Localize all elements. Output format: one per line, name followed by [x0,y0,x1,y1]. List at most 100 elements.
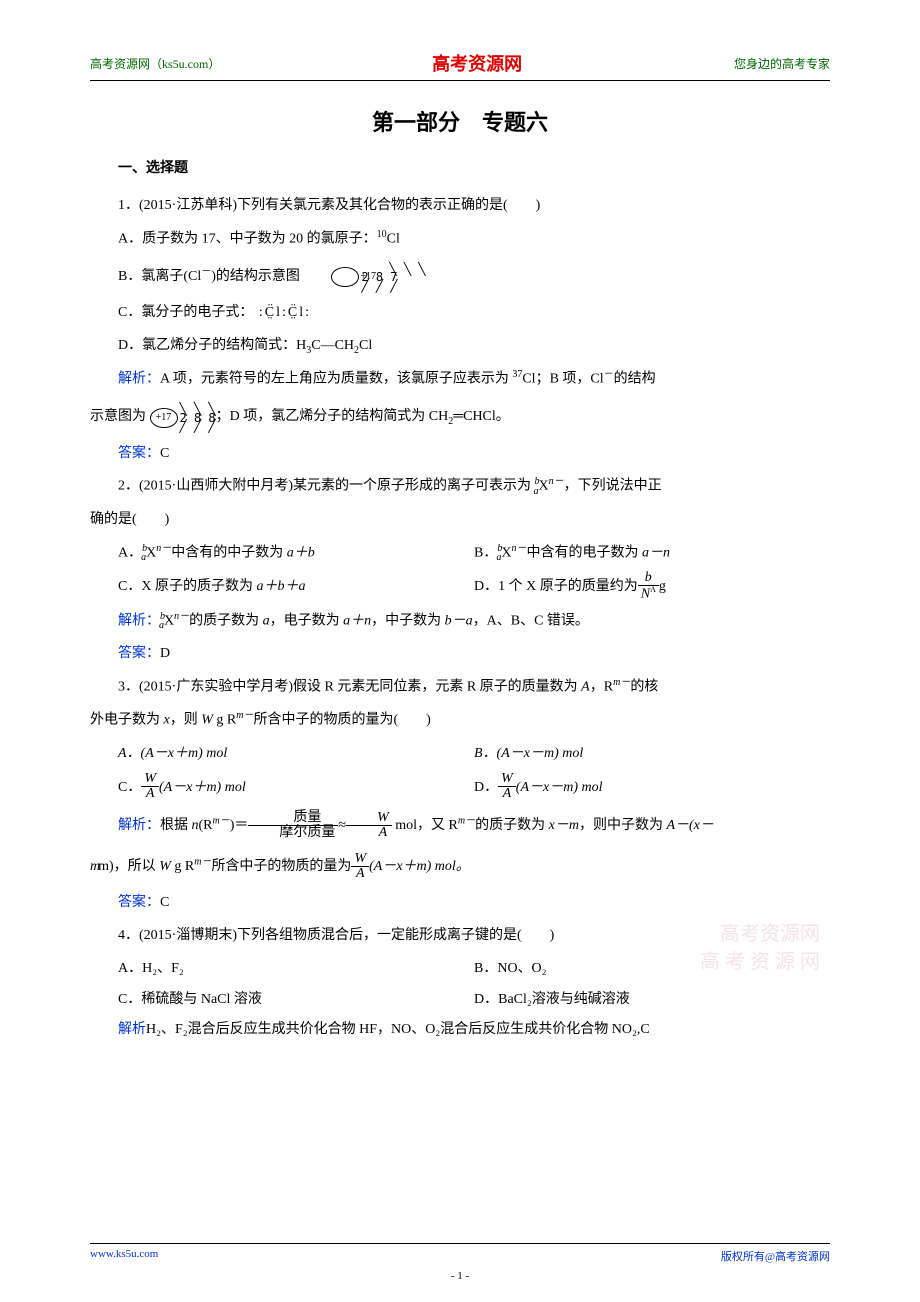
q3a-m2: m－ [458,815,475,826]
q2c-val: a＋b＋a [256,579,305,594]
atom-diagram-2: +17╲ ╲ ╲2 8 8╱ ╱ ╱ [150,400,216,434]
q3-optD: D．WA(A－x－m) mol [474,770,830,806]
shells-1-val: 2 8 7 [361,270,397,284]
q4-optD: D．BaCl₂溶液与纯碱溶液 [474,985,830,1016]
q1-ana-s1: 37 [512,369,522,380]
q3a-f1d: 摩尔质量 [248,826,338,841]
q4-row-ab: A．H₂、F₂ B．NO、O₂ [90,954,830,985]
atom-core-1: +17 [331,267,359,287]
q3a2-mid: g R [171,859,194,874]
q3a-f2n: W [346,811,392,826]
analysis-label-3: 解析： [118,818,160,833]
q3c-num: W [141,772,159,787]
analysis-label-2: 解析： [118,613,160,628]
q3-answer: 答案：C [90,888,830,919]
q2-ana-x: X [164,613,174,628]
q3a2-pre: m)，所以 [98,859,159,874]
q3-optA: A．(A－x＋m) mol [118,739,474,770]
q2-ana-end: ，A、B、C 错误。 [473,613,589,628]
q3-m: m－ [613,677,630,688]
q2-row-cd: C．X 原子的质子数为 a＋b＋a D．1 个 X 原子的质量约为bNAg [90,569,830,605]
q2d-den-s: A [650,585,656,594]
q2-analysis: 解析：baXn－的质子数为 a，电子数为 a＋n，中子数为 b－a，A、B、C … [90,606,830,637]
q2-ana-bma: b－a [445,613,473,628]
q2d-pre: D．1 个 X 原子的质量约为 [474,579,638,594]
q2d-den: NA [638,586,659,603]
answer-label-2: 答案： [118,646,160,661]
q1-ana2-m2: CHCl。 [463,409,510,424]
answer-val-2: D [160,646,170,661]
q1-optA: A．质子数为 17、中子数为 20 的氯原子：10Cl [90,224,830,255]
q3d-den: A [498,787,516,802]
q1-optD-pre: D．氯乙烯分子的结构简式：H [118,338,306,353]
q3a-f1: 质量摩尔质量 [248,811,338,841]
q3c-body: (A－x＋m) mol [159,780,246,795]
q1-optC: C．氯分子的电子式： :C̤̈l:C̤̈l: [90,298,830,329]
q3-post: 的核 [630,679,658,694]
q1-optB-pre: B．氯离子(Cl [118,269,201,284]
q3a-approx: ≈ [338,818,346,833]
q3a-mol: mol，又 R [392,818,458,833]
q3a-pre: 根据 [160,818,192,833]
q3a-n: n [192,818,199,833]
header-right: 您身边的高考专家 [734,55,830,72]
q2c-pre: C．X 原子的质子数为 [118,579,256,594]
q2-optC: C．X 原子的质子数为 a＋b＋a [118,569,474,605]
q4-analysis: 解析H₂、F₂混合后反应生成共价化合物 HF，NO、O₂混合后反应生成共价化合物… [90,1015,830,1046]
q2-optD: D．1 个 X 原子的质量约为bNAg [474,569,830,605]
q3d-num: W [498,772,516,787]
q2b-val: a－n [642,545,670,560]
header-center: 高考资源网 [432,50,522,76]
q3a2-m2: m－ [194,856,211,867]
q2-ana-m3: ，中子数为 [371,613,445,628]
page-title: 第一部分 专题六 [90,105,830,137]
answer-label-1: 答案： [118,446,160,461]
q1d-mid: C—CH [311,338,354,353]
analysis-label-4: 解析 [118,1022,146,1037]
q3c-frac: WA [141,772,159,802]
q3-optC: C．WA(A－x＋m) mol [118,770,474,806]
q3a-neu: A－(x－ [666,818,713,833]
q3d-frac: WA [498,772,516,802]
q3a-f2: WA [346,811,392,841]
q4-optB: B．NO、O₂ [474,954,830,985]
q3-stem-l2: 外电子数为 x，则 W g Rm－所含中子的物质的量为( ) [90,705,830,736]
q2b-mid: X [501,545,511,560]
q2d-den-n: N [641,587,650,602]
q2-ana-m2: ，电子数为 [270,613,344,628]
atom-shells-2: ╲ ╲ ╲2 8 8╱ ╱ ╱ [180,405,216,430]
q3-A: A [581,679,590,694]
q2a-n: n－ [156,543,171,554]
q3d-body: (A－x－m) mol [516,780,603,795]
q3a2-f3d: A [351,867,369,882]
q1-optB-post: )的结构示意图 [211,269,300,284]
q1-stem: 1．(2015·江苏单科)下列有关氯元素及其化合物的表示正确的是( ) [90,191,830,222]
q3l2-end: 所含中子的物质的量为( ) [253,713,430,728]
q3l2-pre: 外电子数为 [90,713,164,728]
q3a2-mid2: 所含中子的物质的量为 [211,859,351,874]
q3-optB: B．(A－x－m) mol [474,739,830,770]
q3a2-W: W [159,859,171,874]
q3a-mid2: ，则中子数为 [579,818,667,833]
q1-ana2-pre: 示意图为 [90,409,146,424]
q3c-den: A [141,787,159,802]
page-header: 高考资源网（ks5u.com） 高考资源网 您身边的高考专家 [90,50,830,81]
q2-ana-n: n－ [174,611,189,622]
q1-ana-pre: A 项，元素符号的左上角应为质量数，该氯原子应表示为 [160,372,512,387]
q3a-xm: x－m [549,818,579,833]
page-number: - 1 - [0,1270,920,1282]
electron-formula: :C̤̈l:C̤̈l: [253,305,311,320]
q2-post: ，下列说法中正 [564,479,662,494]
q3l2-W: W [201,713,213,728]
q1-analysis-l1: 解析：A 项，元素符号的左上角应为质量数，该氯原子应表示为 37Cl；B 项，C… [90,364,830,395]
q3a-f2d: A [346,826,392,841]
q2-optB: B．baXn－中含有的电子数为 a－n [474,538,830,569]
q2d-unit: g [659,579,666,594]
page-footer: www.ks5u.com 版权所有@高考资源网 [90,1243,830,1264]
q1-optA-pre: A．质子数为 17、中子数为 20 的氯原子： [118,231,377,246]
q3l2-m: m－ [236,710,253,721]
q2d-frac: bNA [638,571,659,603]
q3a2-f3n: W [351,852,369,867]
footer-right: 版权所有@高考资源网 [721,1248,830,1264]
q3a2-end: (A－x＋m) mol。 [369,859,470,874]
